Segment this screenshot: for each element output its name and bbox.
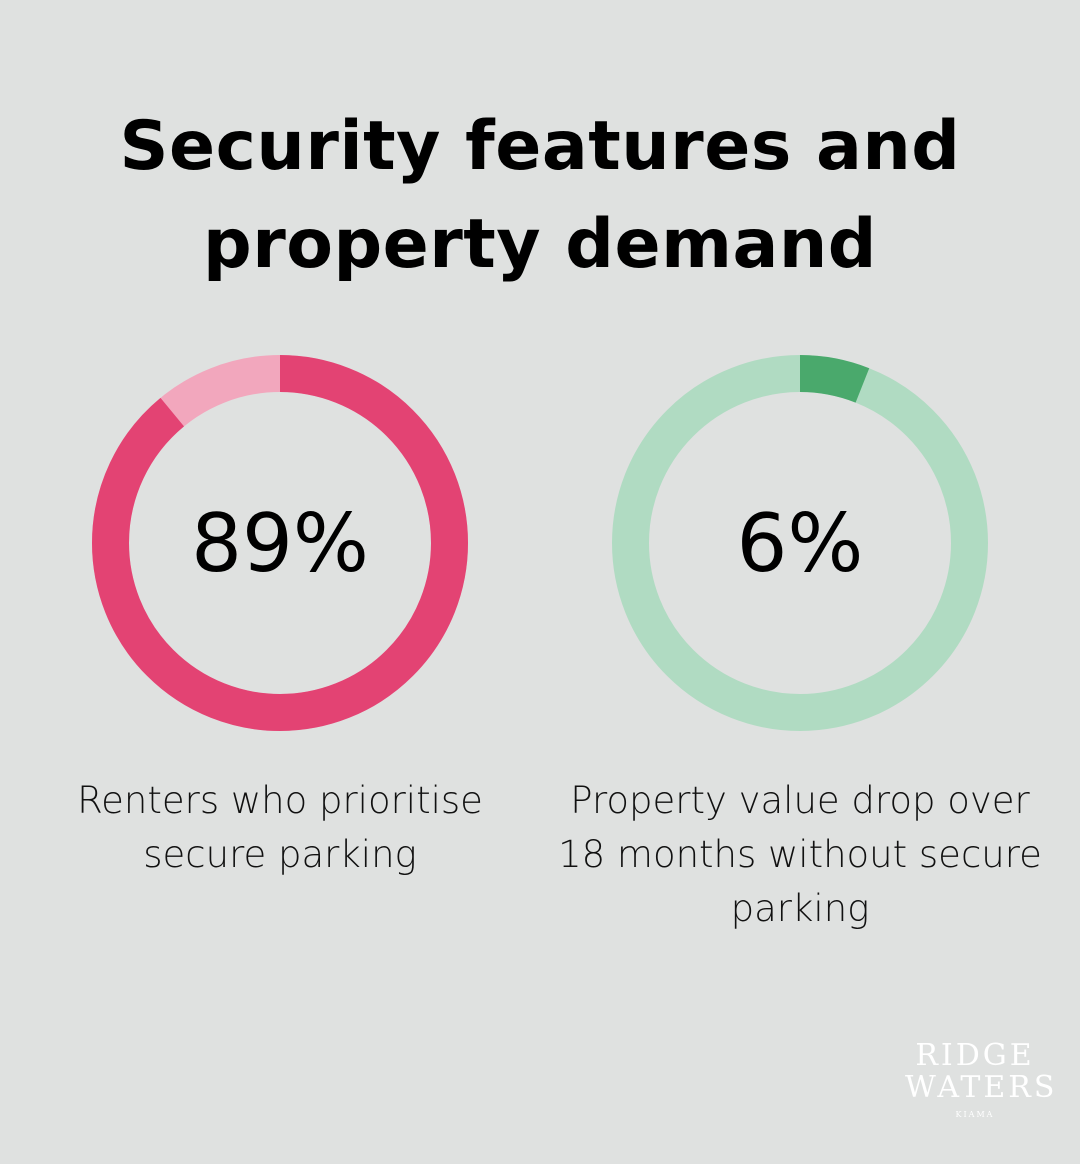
donut-value: 89% bbox=[191, 496, 369, 590]
donut-svg bbox=[612, 355, 988, 731]
donut-label: Property value drop over 18 months witho… bbox=[558, 779, 1042, 930]
donut-value: 6% bbox=[736, 496, 864, 590]
donut-label: Renters who prioritise secure parking bbox=[77, 779, 483, 876]
donut-value-arc bbox=[92, 355, 468, 731]
page-title: Security features and property demand bbox=[119, 107, 961, 284]
brand-logo: RIDGE WATERS KIAMA bbox=[905, 1038, 1058, 1120]
donut-chart-renters: 89% bbox=[92, 355, 468, 731]
donut-svg bbox=[92, 355, 468, 731]
donut-chart-property-value: 6% bbox=[612, 355, 988, 731]
donut-value-arc bbox=[612, 355, 988, 731]
